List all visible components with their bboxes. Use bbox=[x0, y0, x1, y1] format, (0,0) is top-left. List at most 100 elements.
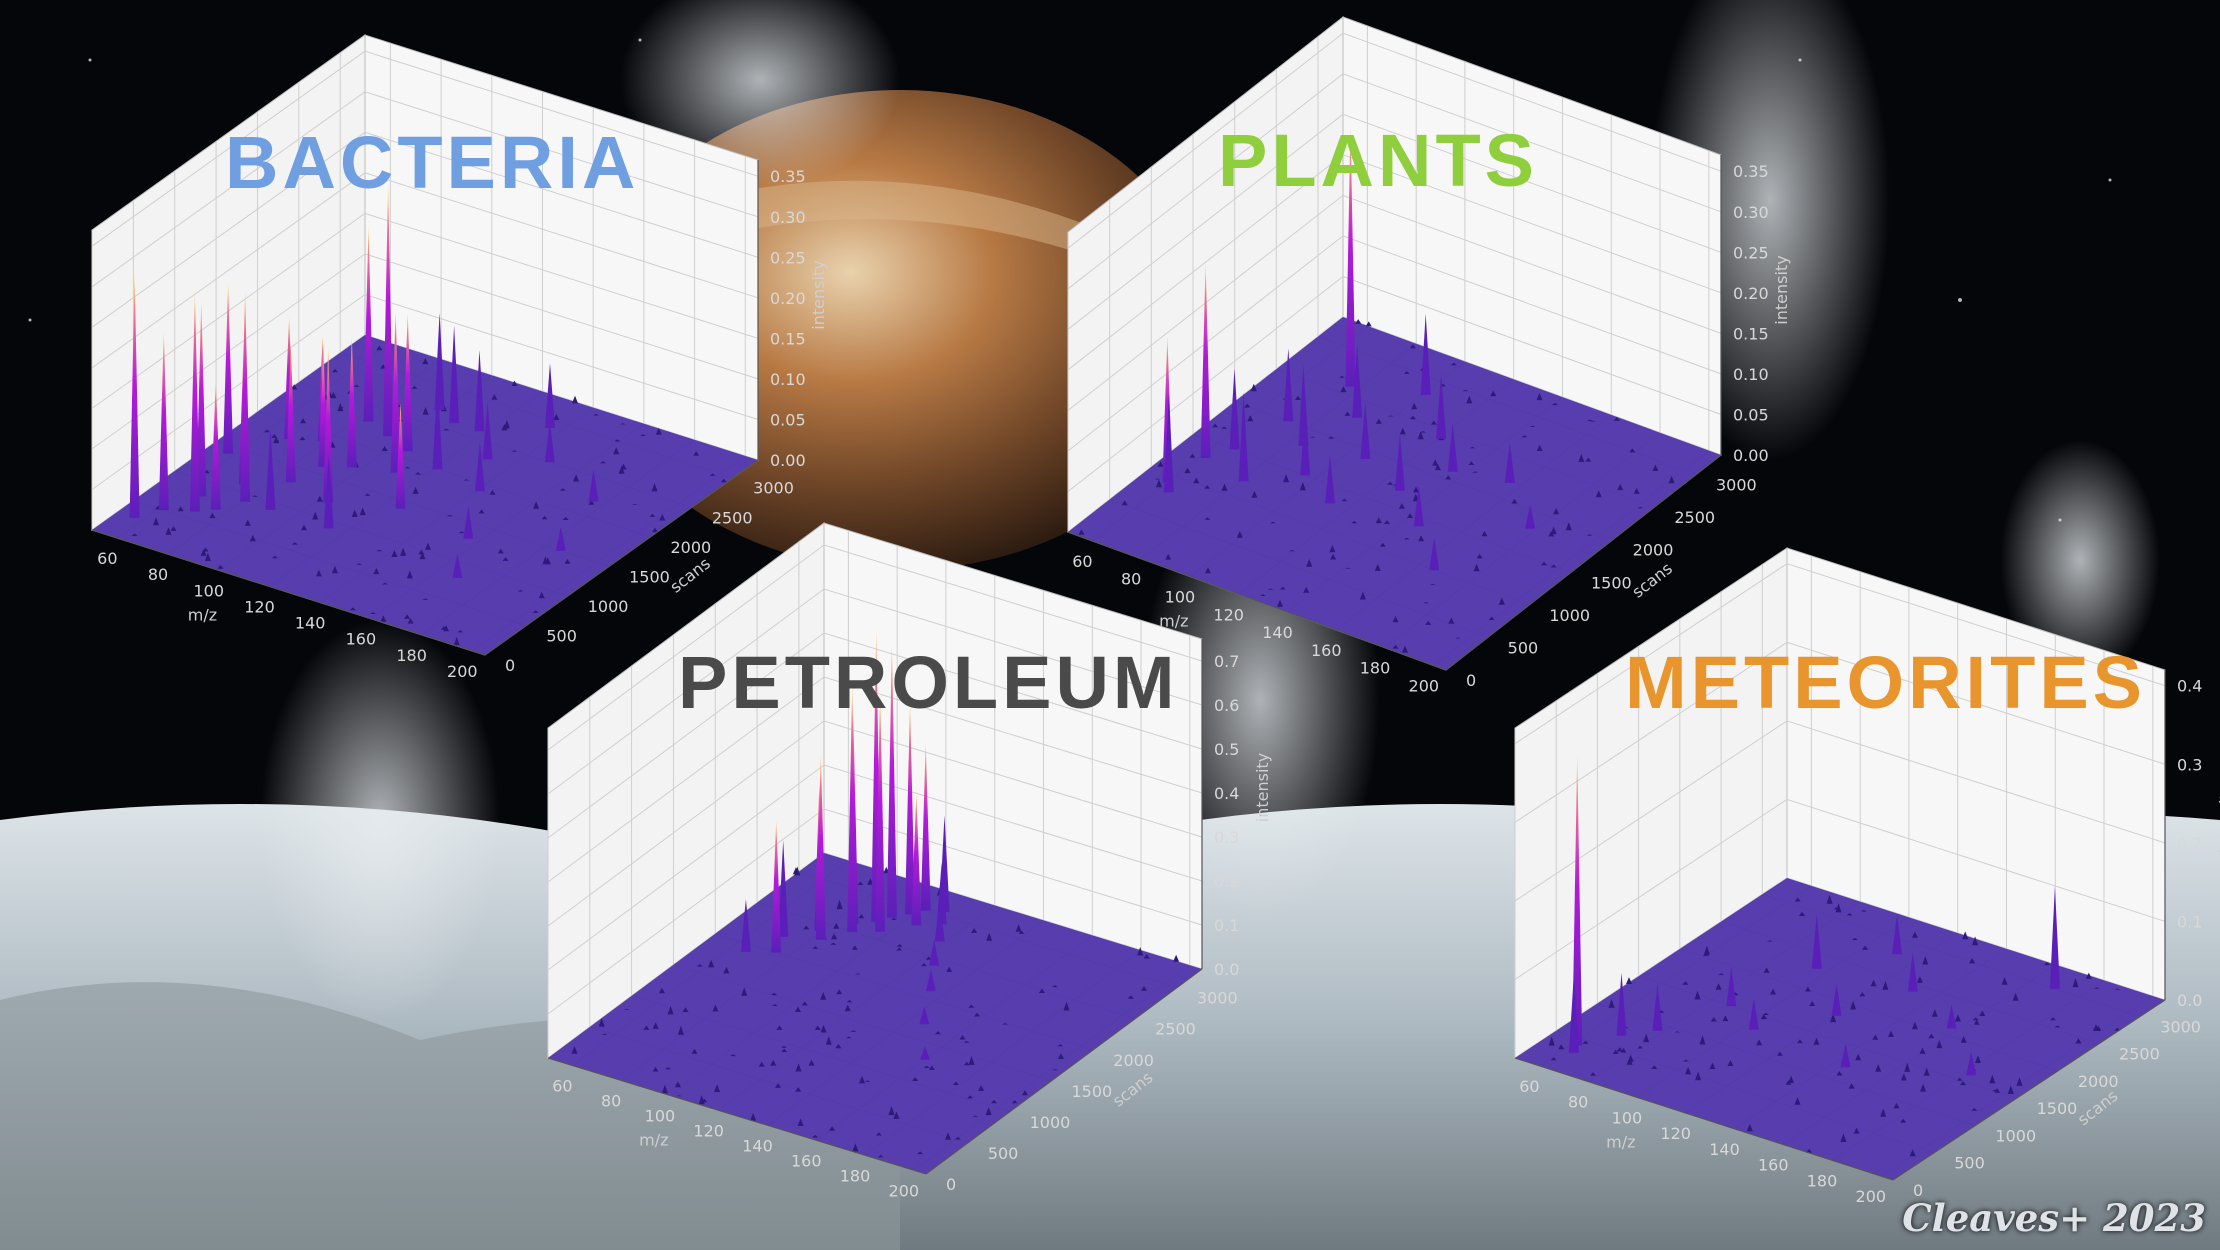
x-tick-label: 180 bbox=[396, 646, 427, 665]
x-tick-label: 80 bbox=[601, 1091, 621, 1110]
z-tick-label: 0.25 bbox=[770, 248, 806, 267]
x-axis-line bbox=[91, 529, 486, 656]
z-tick-label: 0.7 bbox=[1214, 652, 1239, 671]
x-tick-label: 180 bbox=[1807, 1171, 1838, 1190]
y-tick-label: 1000 bbox=[588, 597, 629, 616]
y-tick-label: 1000 bbox=[1030, 1113, 1071, 1132]
chart-surface bbox=[92, 335, 758, 655]
plants-title: PLANTS bbox=[1218, 119, 1538, 202]
chart-peak bbox=[740, 899, 751, 952]
z-tick-label: 0.10 bbox=[1733, 365, 1769, 384]
chart-peak bbox=[555, 526, 566, 551]
chart-peak bbox=[1892, 914, 1902, 955]
y-tick-label: 500 bbox=[988, 1144, 1019, 1163]
x-tick-label: 200 bbox=[447, 662, 478, 681]
y-tick-label: 0 bbox=[505, 656, 515, 675]
chart-peak bbox=[920, 1046, 930, 1060]
chart-peak bbox=[1394, 433, 1405, 491]
chart-peak bbox=[1420, 313, 1431, 395]
z-axis-label: intensity bbox=[1772, 255, 1791, 324]
chart-peak bbox=[463, 506, 474, 539]
x-tick-label: 100 bbox=[1612, 1108, 1643, 1127]
x-tick-label: 60 bbox=[1072, 552, 1092, 571]
chart-peak bbox=[1429, 537, 1440, 571]
citation-credit: Cleaves+ 2023 bbox=[1902, 1196, 2206, 1240]
chart-peaks bbox=[129, 184, 599, 578]
x-tick-label: 60 bbox=[1519, 1077, 1539, 1096]
chart-peak bbox=[265, 428, 276, 510]
z-tick-label: 0.05 bbox=[1733, 405, 1769, 424]
z-axis-label: intensity bbox=[809, 260, 828, 329]
chart-peaks bbox=[1568, 754, 2060, 1076]
chart-peak bbox=[544, 421, 555, 463]
x-tick-label: 200 bbox=[1409, 677, 1440, 696]
x-axis-line bbox=[547, 1057, 927, 1175]
y-tick-label: 1500 bbox=[1591, 573, 1632, 592]
chart-surface bbox=[1515, 878, 2165, 1180]
y-axis-line bbox=[1445, 454, 1722, 671]
x-axis-label: m/z bbox=[1159, 611, 1188, 630]
x-tick-label: 160 bbox=[791, 1151, 822, 1170]
chart-peak bbox=[886, 644, 897, 918]
chart-peak bbox=[158, 331, 169, 511]
y-tick-label: 500 bbox=[1508, 638, 1539, 657]
chart-peak bbox=[452, 553, 463, 578]
y-tick-label: 1500 bbox=[1071, 1082, 1112, 1101]
x-tick-label: 120 bbox=[1213, 605, 1244, 624]
y-tick-label: 0 bbox=[1913, 1181, 1923, 1200]
z-tick-label: 0.1 bbox=[2177, 912, 2202, 931]
chart-peak bbox=[1831, 984, 1842, 1016]
chart-peak bbox=[1163, 395, 1174, 493]
chart-peak bbox=[210, 379, 221, 510]
y-tick-label: 0 bbox=[946, 1175, 956, 1194]
y-tick-label: 1000 bbox=[1549, 606, 1590, 625]
chart-peak bbox=[1447, 423, 1458, 472]
z-axis-label: intensity bbox=[2216, 784, 2220, 853]
chart-peaks bbox=[1162, 127, 1536, 571]
chart-peak bbox=[919, 1006, 930, 1025]
z-tick-label: 0.20 bbox=[1733, 284, 1769, 303]
y-tick-label: 3000 bbox=[2160, 1017, 2201, 1036]
chart-peak bbox=[1345, 127, 1356, 387]
chart-peak bbox=[1352, 344, 1363, 418]
x-tick-label: 140 bbox=[1709, 1140, 1740, 1159]
z-tick-label: 0.25 bbox=[1733, 243, 1769, 262]
bacteria-title: BACTERIA bbox=[225, 121, 640, 204]
chart-peak bbox=[1568, 974, 1579, 1053]
y-tick-label: 2000 bbox=[670, 538, 711, 557]
chart-peak bbox=[1811, 913, 1822, 969]
chart-peak bbox=[1726, 966, 1737, 1007]
x-axis-label: m/z bbox=[639, 1131, 668, 1150]
x-tick-label: 200 bbox=[889, 1181, 920, 1200]
z-tick-label: 0.30 bbox=[1733, 203, 1769, 222]
y-tick-label: 2000 bbox=[1113, 1051, 1154, 1070]
x-tick-label: 180 bbox=[840, 1166, 871, 1185]
chart-peak bbox=[1283, 348, 1294, 422]
y-tick-label: 1500 bbox=[2037, 1099, 2078, 1118]
x-tick-label: 160 bbox=[1311, 641, 1342, 660]
chart-peak bbox=[911, 793, 922, 926]
z-tick-label: 0.00 bbox=[770, 451, 806, 470]
chart-peak bbox=[815, 755, 826, 940]
z-tick-label: 0.2 bbox=[1214, 872, 1239, 891]
y-tick-label: 3000 bbox=[1716, 476, 1757, 495]
y-tick-label: 500 bbox=[546, 626, 577, 645]
x-tick-label: 80 bbox=[148, 565, 168, 584]
water-plume bbox=[260, 620, 500, 1020]
z-tick-label: 0.0 bbox=[2177, 991, 2202, 1010]
x-tick-label: 160 bbox=[346, 630, 377, 649]
y-tick-label: 500 bbox=[1954, 1154, 1985, 1173]
x-tick-label: 100 bbox=[645, 1106, 676, 1125]
chart-peak bbox=[1200, 263, 1211, 458]
y-axis-line bbox=[925, 968, 1203, 1175]
y-tick-label: 1500 bbox=[629, 567, 670, 586]
chart-peak bbox=[1966, 1051, 1977, 1076]
chart-peak bbox=[432, 379, 443, 470]
x-axis-label: m/z bbox=[188, 605, 217, 624]
y-tick-label: 0 bbox=[1466, 671, 1476, 690]
chart-peak bbox=[196, 301, 207, 497]
z-tick-label: 0.15 bbox=[1733, 324, 1769, 343]
chart-peak bbox=[482, 402, 493, 460]
